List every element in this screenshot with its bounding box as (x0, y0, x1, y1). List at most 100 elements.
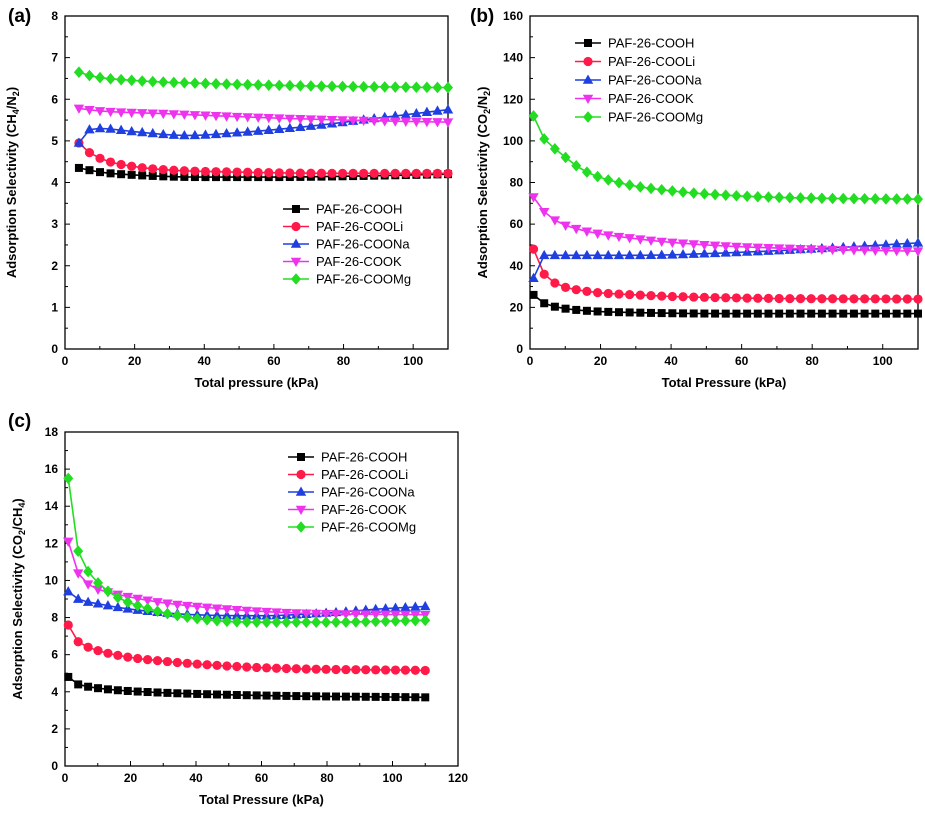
data-point (243, 167, 253, 177)
legend-marker (582, 94, 594, 104)
data-point (83, 642, 93, 652)
data-point (914, 309, 922, 318)
data-point (848, 246, 860, 256)
data-point (775, 309, 784, 318)
data-point (880, 246, 892, 257)
data-point (839, 309, 848, 318)
data-point (212, 614, 223, 627)
x-tick-label: 80 (320, 771, 334, 785)
data-point (211, 604, 223, 614)
legend-entry: PAF-26-COOK (575, 91, 694, 106)
data-point (816, 245, 828, 255)
data-point (560, 249, 571, 260)
data-point (274, 114, 285, 124)
data-point (828, 309, 837, 318)
data-point (646, 291, 656, 301)
data-point (699, 292, 710, 302)
data-point (253, 167, 263, 178)
data-point (202, 613, 213, 626)
data-point (252, 662, 262, 673)
data-point (305, 120, 317, 130)
data-point (806, 294, 816, 304)
data-point (678, 186, 689, 198)
data-point (442, 118, 454, 128)
data-point (147, 75, 158, 88)
legend-marker (584, 39, 592, 47)
data-point (221, 167, 232, 177)
data-point (571, 249, 582, 260)
data-point (92, 598, 104, 608)
data-point (348, 80, 359, 93)
data-point (212, 173, 221, 182)
data-point (753, 293, 763, 303)
legend-marker (582, 74, 594, 84)
data-point (147, 109, 158, 119)
series-line (67, 478, 426, 624)
data-point (912, 247, 924, 257)
data-point (571, 159, 582, 172)
data-point (158, 76, 169, 88)
legend-entry: PAF-26-COONa (575, 73, 702, 88)
data-point (604, 307, 613, 316)
panel-label: (b) (470, 6, 494, 27)
data-point (688, 187, 699, 199)
data-point (274, 168, 284, 178)
data-point (443, 81, 453, 94)
x-tick-label: 60 (735, 354, 749, 368)
data-point (212, 660, 222, 671)
data-point (540, 299, 549, 308)
y-tick-label: 4 (51, 685, 58, 699)
data-point (432, 105, 443, 115)
series-PAF-26-COOMg (63, 472, 431, 628)
y-tick-label: 120 (503, 92, 523, 106)
data-point (282, 691, 291, 700)
data-point (806, 192, 817, 204)
data-point (183, 689, 192, 698)
data-point (191, 602, 203, 613)
data-point (232, 661, 242, 672)
x-axis-title: Total Pressure (kPa) (199, 792, 324, 807)
data-point (263, 124, 274, 134)
data-point (291, 609, 302, 619)
y-tick-label: 14 (45, 499, 59, 513)
data-point (731, 242, 742, 253)
x-tick-label: 0 (62, 354, 69, 368)
data-point (581, 166, 592, 178)
data-point (400, 81, 411, 93)
data-point (603, 288, 613, 299)
data-point (784, 244, 796, 254)
data-point (252, 125, 264, 135)
y-tick-label: 2 (51, 722, 58, 736)
data-point (63, 537, 74, 547)
data-point (645, 249, 657, 260)
data-point (84, 105, 95, 116)
data-point (271, 616, 282, 628)
data-point (281, 608, 292, 619)
data-point (400, 117, 412, 127)
data-point (112, 601, 124, 612)
data-point (136, 109, 148, 119)
data-point (201, 603, 213, 613)
data-point (827, 245, 838, 256)
data-point (92, 585, 104, 595)
data-point (390, 168, 400, 178)
data-point (95, 153, 105, 163)
data-point (168, 110, 180, 120)
data-point (380, 168, 390, 178)
data-point (400, 665, 411, 675)
data-point (614, 308, 623, 317)
data-point (316, 168, 327, 178)
data-point (528, 110, 539, 122)
data-point (241, 606, 252, 617)
data-point (123, 652, 133, 662)
data-point (72, 569, 84, 579)
data-point (891, 246, 902, 257)
data-point (838, 294, 848, 304)
data-point (795, 244, 806, 255)
data-point (285, 168, 295, 178)
data-point (172, 600, 183, 611)
x-tick-label: 60 (267, 354, 281, 368)
data-point (350, 616, 361, 628)
data-point (667, 185, 678, 197)
data-point (113, 686, 122, 695)
